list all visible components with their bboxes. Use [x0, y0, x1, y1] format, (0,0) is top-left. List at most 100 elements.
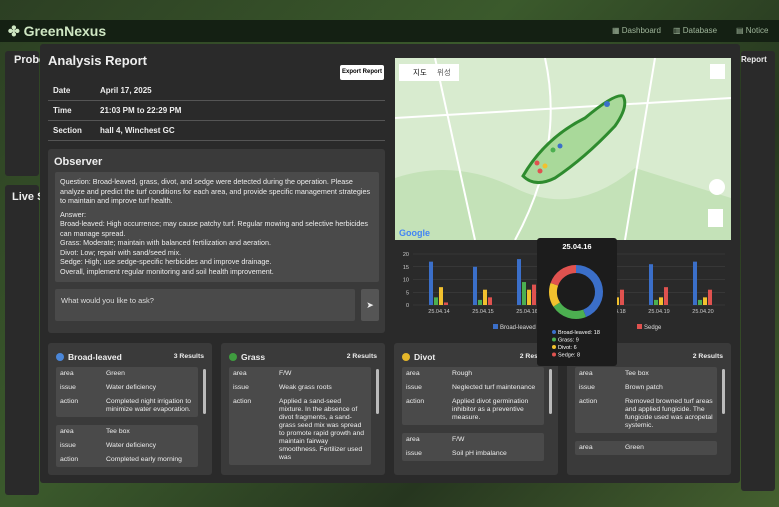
field-label: area: [60, 428, 74, 435]
brand-text: GreenNexus: [23, 23, 107, 39]
y-tick-label: 5: [406, 290, 409, 296]
x-tick-label: 25.04.14: [428, 309, 449, 315]
field-value: Neglected turf maintenance: [452, 384, 536, 391]
card-dot: [229, 353, 237, 361]
scrollbar: [722, 369, 725, 414]
bar: [664, 287, 668, 305]
y-tick-label: 15: [403, 265, 409, 271]
nav-link-text[interactable]: Notice: [745, 26, 769, 35]
field-value: Water deficiency: [106, 442, 156, 449]
nav-link[interactable]: ▦ Dashboard: [612, 26, 661, 35]
result-card: Broad-leaved 3 Results area Green issue Water…: [48, 343, 212, 475]
field-value: Tee box: [625, 370, 649, 377]
bar: [488, 297, 492, 305]
legend-label: Sedge: [644, 325, 662, 331]
card-title: Broad-leaved: [68, 352, 122, 362]
field-value: Completed night irrigation to minimize w…: [106, 398, 192, 413]
field-value: Brown patch: [625, 384, 663, 391]
field-value: Rough: [452, 370, 473, 377]
nav-link[interactable]: ▥ Database: [673, 26, 718, 35]
field-label: issue: [579, 384, 595, 391]
chart: 0510152025.04.1425.04.1525.04.1625.04.17…: [403, 252, 725, 331]
field-label: area: [233, 370, 247, 377]
x-tick-label: 25.04.19: [648, 309, 669, 315]
item-field: issue Water deficiency: [56, 439, 198, 453]
bar: [522, 282, 526, 305]
result-card: Divot 2 Results area Rough issue Neglected tu…: [394, 343, 558, 475]
tooltip-label: Divot: 6: [558, 345, 577, 351]
field-value: Green: [106, 370, 125, 377]
panel-title: Report: [741, 55, 767, 64]
x-tick-label: 25.04.20: [692, 309, 713, 315]
item-field: action Completed night irrigation to mini…: [56, 395, 198, 417]
bar: [429, 261, 433, 305]
field-value: Green: [625, 444, 644, 451]
info-row: Date April 17, 2025: [48, 81, 385, 101]
panel: Probe: [5, 51, 45, 176]
legend-label: Broad-leaved: [500, 325, 536, 331]
field-value: Applied divot germination inhibitor as a…: [452, 398, 529, 421]
field-value: F/W: [452, 436, 465, 443]
field-label: action: [579, 398, 598, 405]
field-label: action: [233, 398, 252, 405]
bar: [439, 287, 443, 305]
nav-bar: ✤ GreenNexus ▦ Dashboard ▥ Database ▤ No…: [0, 20, 779, 42]
field-label: issue: [60, 442, 76, 449]
panel: Live S: [5, 185, 42, 495]
result-card: Grass 2 Results area F/W issue Weak grass roo…: [221, 343, 385, 475]
info-label: Date: [53, 86, 71, 95]
result-item: area Green issue Water deficiency action Comp…: [56, 367, 198, 417]
field-label: area: [579, 370, 593, 377]
bar: [708, 289, 712, 305]
bar: [654, 299, 658, 305]
tooltip-dot: [552, 337, 556, 342]
info-value: April 17, 2025: [100, 86, 152, 95]
bar: [532, 284, 536, 305]
nav-link-text[interactable]: Database: [682, 26, 718, 35]
item-field: action Removed browned turf areas and app…: [575, 395, 717, 433]
answer-line: Answer:: [60, 209, 86, 219]
nav-link[interactable]: ▤ Notice: [736, 26, 769, 35]
map-tab[interactable]: 위성: [437, 68, 451, 77]
field-label: action: [60, 398, 79, 405]
answer-line: Broad-leaved: High occurrence; may cause…: [60, 219, 369, 238]
result-item: area Rough issue Neglected turf maintenance…: [402, 367, 544, 425]
result-item: area Green: [575, 441, 717, 455]
info-value: 21:03 PM to 22:29 PM: [100, 106, 182, 115]
legend-swatch: [493, 324, 498, 329]
field-label: issue: [406, 450, 422, 457]
scrollbar: [203, 369, 206, 414]
bar: [434, 297, 438, 305]
ask-input[interactable]: What would you like to ask?: [55, 289, 355, 321]
bar: [473, 266, 477, 305]
map-tab[interactable]: 지도: [413, 68, 427, 77]
bar: [620, 289, 624, 305]
answer-line: Grass: Moderate; maintain with balanced …: [60, 238, 271, 247]
tooltip-label: Grass: 9: [558, 338, 579, 344]
x-tick-label: 25.04.15: [472, 309, 493, 315]
nav-link-text[interactable]: Dashboard: [621, 26, 661, 35]
bar: [615, 297, 619, 305]
item-field: area F/W: [402, 433, 544, 447]
field-value: Completed early morning: [106, 456, 182, 463]
bar: [517, 259, 521, 305]
item-field: area Green: [575, 441, 717, 455]
donut-segment: [549, 282, 561, 307]
card-title: Grass: [241, 352, 266, 362]
field-value: Weak grass roots: [279, 384, 332, 391]
export-button[interactable]: Export Report: [340, 65, 384, 80]
tooltip-dot: [552, 330, 556, 334]
y-tick-label: 10: [403, 278, 409, 284]
tooltip-title: 25.04.16: [562, 242, 591, 251]
info-value: hall 4, Winchest GC: [100, 126, 175, 135]
card-count: 2 Results: [692, 353, 723, 360]
card-title: Divot: [414, 352, 436, 362]
bar: [693, 261, 697, 305]
card-count: 3 Results: [173, 353, 204, 360]
bar: [703, 297, 707, 305]
tooltip-dot: [552, 345, 556, 349]
donut-segment: [550, 265, 577, 286]
send-button[interactable]: ➤: [361, 289, 379, 321]
bar: [478, 299, 482, 305]
